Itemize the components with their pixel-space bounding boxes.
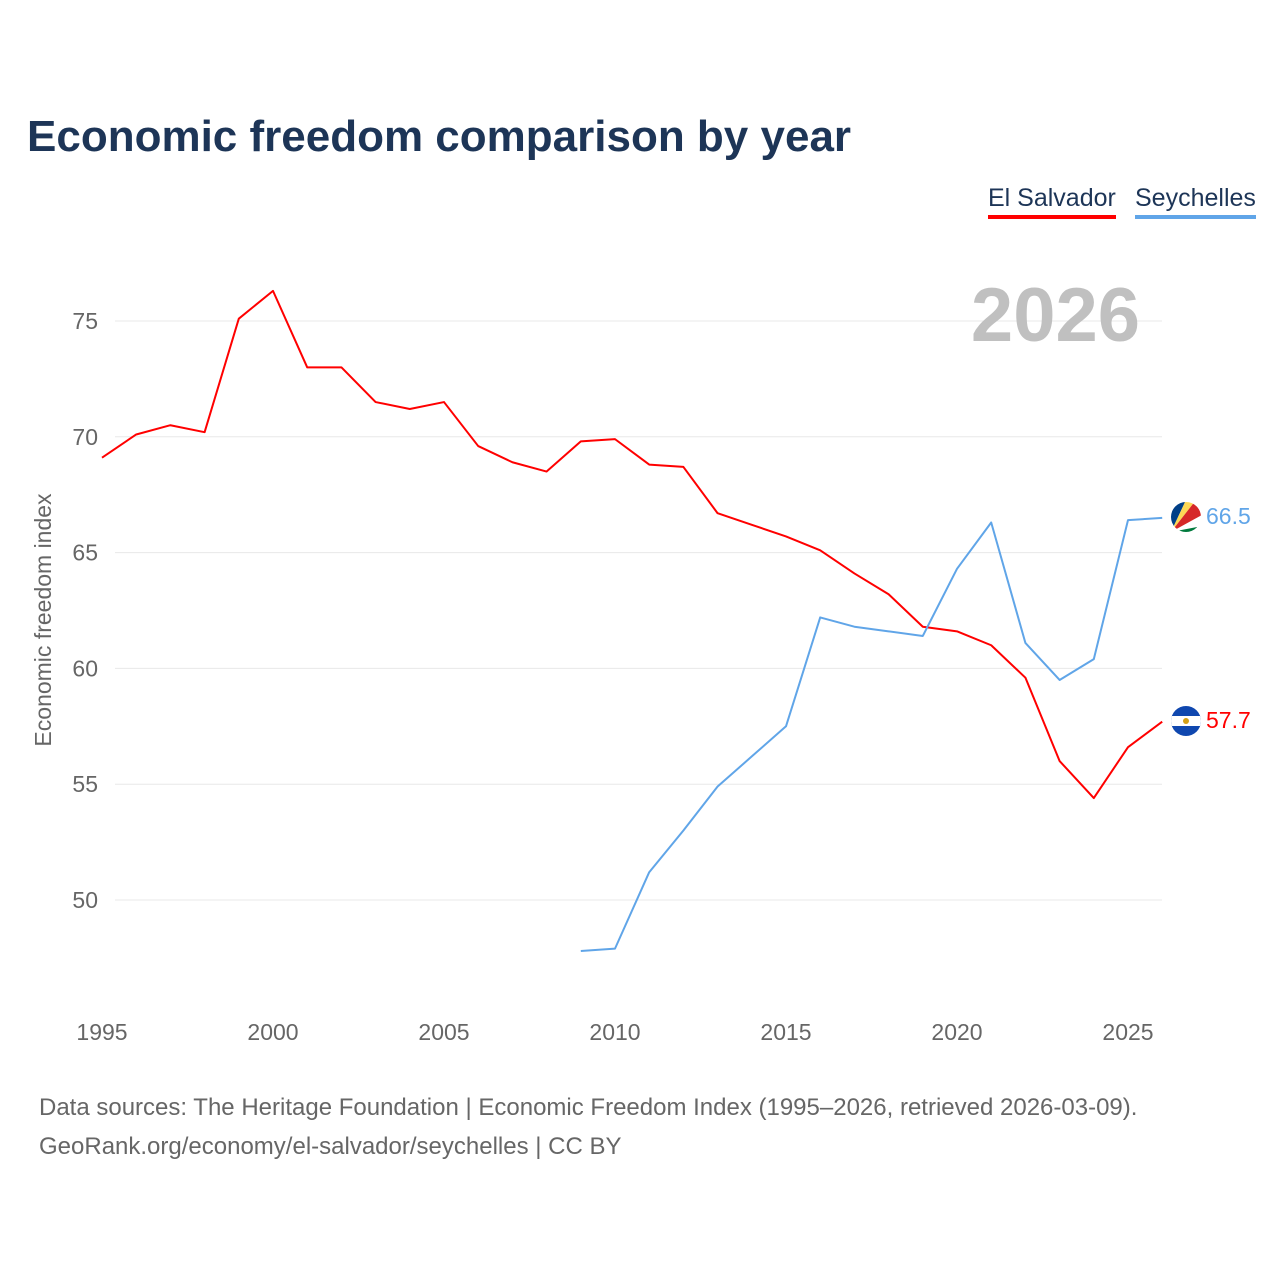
data-point[interactable]: [1125, 744, 1131, 750]
data-point[interactable]: [783, 533, 789, 539]
chart-title: Economic freedom comparison by year: [27, 112, 852, 161]
y-axis-label: Economic freedom index: [30, 493, 56, 747]
data-point[interactable]: [954, 628, 960, 634]
data-point[interactable]: [202, 429, 208, 435]
legend-el-salvador[interactable]: El Salvador: [988, 184, 1116, 219]
series-line-seychelles: [580, 516, 1163, 952]
data-source: Data sources: The Heritage Foundation | …: [39, 1094, 1138, 1121]
data-point[interactable]: [167, 422, 173, 428]
data-point[interactable]: [1159, 719, 1165, 725]
data-point[interactable]: [373, 399, 379, 405]
data-point[interactable]: [133, 431, 139, 437]
x-tick-label: 2015: [760, 1019, 811, 1045]
data-point[interactable]: [920, 624, 926, 630]
data-point[interactable]: [509, 459, 515, 465]
y-tick-label: 55: [72, 771, 98, 797]
data-point[interactable]: [612, 946, 618, 952]
data-point[interactable]: [886, 628, 892, 634]
footer: Data sources: The Heritage Foundation | …: [39, 1088, 1137, 1166]
data-point[interactable]: [646, 462, 652, 468]
data-point[interactable]: [886, 591, 892, 597]
data-point[interactable]: [851, 570, 857, 576]
data-point[interactable]: [475, 443, 481, 449]
data-point[interactable]: [749, 522, 755, 528]
data-point[interactable]: [1057, 758, 1063, 764]
seychelles-end-value: 66.5: [1206, 503, 1251, 529]
data-point[interactable]: [441, 399, 447, 405]
year-watermark: 2026: [971, 273, 1140, 358]
y-tick-label: 70: [72, 424, 98, 450]
data-point[interactable]: [817, 614, 823, 620]
y-tick-label: 75: [72, 308, 98, 334]
data-point[interactable]: [270, 288, 276, 294]
data-point[interactable]: [1022, 675, 1028, 681]
data-point[interactable]: [99, 455, 105, 461]
el-salvador-end-value: 57.7: [1206, 707, 1251, 733]
data-point[interactable]: [988, 642, 994, 648]
data-point[interactable]: [988, 519, 994, 525]
data-point[interactable]: [783, 723, 789, 729]
x-tick-label: 1995: [76, 1019, 127, 1045]
data-point[interactable]: [680, 464, 686, 470]
x-tick-label: 2025: [1102, 1019, 1153, 1045]
data-point[interactable]: [680, 828, 686, 834]
x-tick-label: 2000: [247, 1019, 298, 1045]
data-point[interactable]: [1022, 640, 1028, 646]
data-point[interactable]: [954, 566, 960, 572]
data-point[interactable]: [544, 469, 550, 475]
data-point[interactable]: [715, 784, 721, 790]
data-point[interactable]: [338, 364, 344, 370]
series-line-el-salvador: [101, 289, 1163, 800]
data-point[interactable]: [1125, 517, 1131, 523]
data-point[interactable]: [1057, 677, 1063, 683]
data-point[interactable]: [236, 316, 242, 322]
el-salvador-flag-icon: [1171, 706, 1201, 736]
legend-seychelles[interactable]: Seychelles: [1135, 184, 1256, 219]
source-link[interactable]: GeoRank.org/economy/el-salvador/seychell…: [39, 1133, 622, 1160]
data-point[interactable]: [1091, 795, 1097, 801]
data-point[interactable]: [817, 547, 823, 553]
data-point[interactable]: [1091, 656, 1097, 662]
data-point[interactable]: [578, 948, 584, 954]
y-tick-label: 60: [72, 655, 98, 681]
data-point[interactable]: [920, 633, 926, 639]
data-point[interactable]: [749, 753, 755, 759]
data-point[interactable]: [407, 406, 413, 412]
y-tick-label: 50: [72, 887, 98, 913]
data-point[interactable]: [646, 869, 652, 875]
seychelles-flag-icon: [1171, 502, 1201, 532]
data-point[interactable]: [578, 438, 584, 444]
data-point[interactable]: [715, 510, 721, 516]
x-tick-label: 2010: [589, 1019, 640, 1045]
y-tick-label: 65: [72, 540, 98, 566]
data-point[interactable]: [851, 624, 857, 630]
data-point[interactable]: [612, 436, 618, 442]
x-tick-label: 2020: [931, 1019, 982, 1045]
data-point[interactable]: [304, 364, 310, 370]
data-point[interactable]: [1159, 515, 1165, 521]
x-tick-label: 2005: [418, 1019, 469, 1045]
